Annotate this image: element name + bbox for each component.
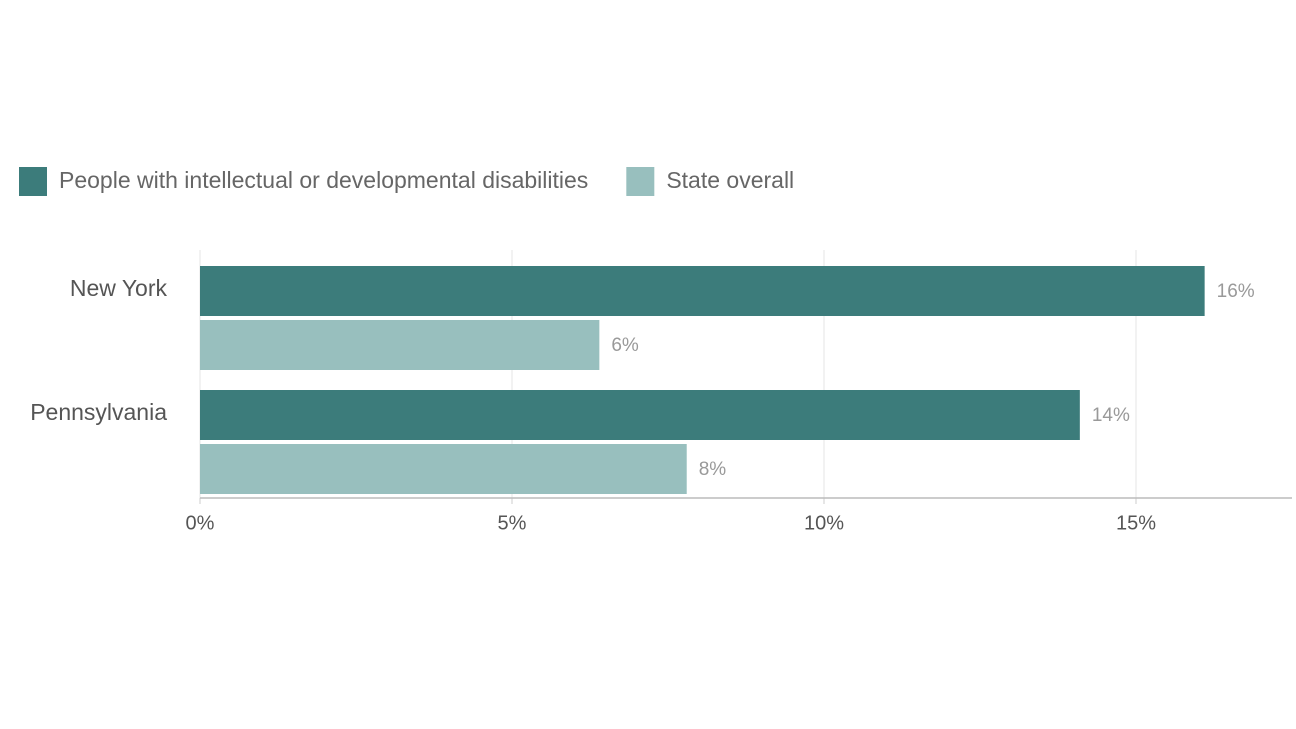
bar [200,266,1205,316]
y-tick-label: Pennsylvania [30,399,167,425]
x-tick-label: 5% [498,512,527,534]
legend-label: State overall [666,167,794,193]
legend-swatch [19,167,47,196]
legend-label: People with intellectual or developmenta… [59,167,588,193]
bar [200,390,1080,440]
x-tick-label: 15% [1116,512,1156,534]
value-label: 14% [1092,405,1130,426]
bar [200,320,600,370]
bar [200,444,687,494]
x-tick-label: 0% [186,512,215,534]
value-label: 6% [611,335,639,356]
y-tick-label: New York [70,275,168,301]
legend-swatch [626,167,655,196]
x-tick-label: 10% [804,512,844,534]
value-label: 8% [699,459,727,480]
value-label: 16% [1217,281,1255,302]
